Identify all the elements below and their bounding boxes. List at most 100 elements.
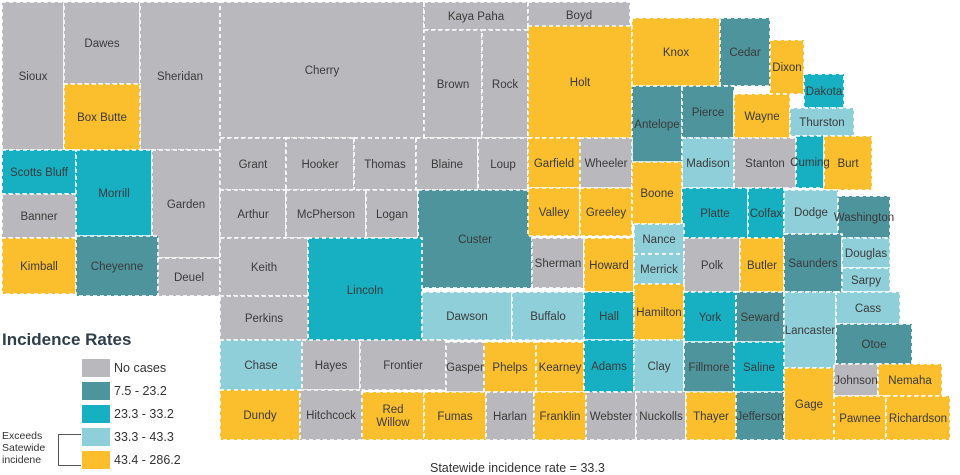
county-label: Logan: [376, 209, 408, 221]
county-label: Nance: [642, 234, 675, 246]
county-label: McPherson: [297, 209, 355, 221]
county-dakota: [803, 73, 845, 109]
county-jefferson: [735, 391, 785, 441]
county-label: Colfax: [750, 208, 783, 220]
county-boyd: [527, 1, 631, 29]
county-label: Sarpy: [851, 275, 881, 287]
county-label: Platte: [700, 208, 729, 220]
county-wayne: [733, 93, 791, 139]
county-cass: [835, 291, 901, 325]
county-label: Stanton: [745, 158, 785, 170]
county-thayer: [685, 391, 737, 441]
county-valley: [527, 187, 581, 237]
legend-item-class-4: 43.4 - 286.2: [82, 450, 181, 470]
county-phelps: [483, 341, 537, 393]
county-label: Jefferson: [736, 411, 783, 423]
legend-label: 7.5 - 23.2: [114, 384, 167, 398]
legend-label: No cases: [114, 361, 167, 375]
county-label: Greeley: [586, 207, 627, 219]
county-burt: [823, 135, 873, 191]
county-label: Thayer: [693, 411, 729, 423]
county-label: Box Butte: [77, 112, 127, 124]
county-label: Clay: [647, 361, 670, 373]
county-polk: [683, 237, 741, 293]
county-perkins: [219, 295, 309, 341]
county-label: Boyd: [566, 10, 592, 22]
county-keith: [219, 237, 309, 297]
county-label: Dawes: [84, 38, 119, 50]
legend-swatch: [82, 382, 110, 400]
county-cuming: [795, 135, 825, 189]
county-label: Rock: [492, 79, 518, 91]
county-greeley: [579, 187, 633, 237]
county-frontier: [359, 339, 447, 391]
county-label: Dodge: [794, 207, 828, 219]
county-hitchcock: [299, 389, 363, 441]
county-label: Buffalo: [530, 311, 566, 323]
legend-label: 33.3 - 43.3: [114, 430, 174, 444]
county-cedar: [719, 17, 771, 87]
county-label: York: [699, 312, 722, 324]
county-label: Keith: [251, 262, 277, 274]
county-webster: [585, 391, 637, 441]
county-fumas: [423, 391, 487, 441]
county-label: Cuming: [790, 157, 830, 169]
county-label: Johnson: [834, 375, 877, 387]
county-dawson: [421, 291, 513, 341]
county-clay: [633, 339, 685, 393]
county-sioux: [1, 1, 65, 151]
legend-swatch: [82, 428, 110, 446]
county-label: Loup: [490, 159, 516, 171]
county-scotts-bluff: [1, 149, 77, 195]
county-label: Nuckolls: [639, 411, 683, 423]
county-label: Harlan: [493, 411, 527, 423]
county-label: Sherman: [535, 258, 582, 270]
county-label: Saline: [743, 362, 775, 374]
county-label: Seward: [741, 312, 780, 324]
county-kearney: [535, 341, 585, 393]
county-brown: [423, 29, 483, 139]
county-knox: [631, 17, 721, 87]
county-hayes: [301, 339, 361, 391]
county-antelope: [631, 85, 683, 163]
county-label: Merrick: [640, 264, 678, 276]
legend-label: 23.3 - 33.2: [114, 407, 174, 421]
legend-item-class-2: 23.3 - 33.2: [82, 404, 174, 424]
county-label: Hitchcock: [306, 410, 356, 422]
county-nemaha: [877, 363, 943, 397]
county-label: Hayes: [315, 360, 348, 372]
county-label: Dixon: [772, 62, 801, 74]
county-label: Franklin: [540, 411, 581, 423]
county-label: Cass: [855, 303, 881, 315]
legend-item-no-cases: No cases: [82, 358, 166, 378]
county-label: Antelope: [634, 119, 679, 131]
county-label: Polk: [701, 260, 724, 272]
county-label: Washington: [834, 212, 894, 224]
county-label: Adams: [591, 361, 627, 373]
county-holt: [527, 25, 633, 139]
county-colfax: [747, 187, 785, 239]
legend-item-class-3: 33.3 - 43.3: [82, 427, 174, 447]
county-nuckolls: [635, 391, 687, 441]
county-franklin: [533, 391, 587, 441]
county-merrick: [633, 253, 685, 285]
county-label: Douglas: [845, 248, 887, 260]
county-label: Fumas: [437, 411, 472, 423]
county-label: Boone: [640, 188, 673, 200]
county-label: Webster: [590, 411, 633, 423]
legend-swatch: [82, 405, 110, 423]
county-lincoln: [307, 237, 423, 343]
statewide-rate-note: Statewide incidence rate = 33.3: [430, 461, 605, 475]
county-label: Cheyenne: [91, 261, 143, 273]
county-label: Madison: [686, 158, 729, 170]
county-label: Burt: [837, 158, 859, 170]
county-label: Perkins: [245, 313, 284, 325]
county-label: Thomas: [364, 159, 406, 171]
county-label: Brown: [437, 79, 470, 91]
county-red-willow: [361, 391, 425, 441]
county-cherry: [219, 1, 425, 139]
county-label: Butler: [747, 260, 777, 272]
county-labels: Sioux Dawes Sheridan Cherry Kaya Paha Boyd Box…: [10, 10, 947, 429]
county-label: Sioux: [19, 71, 48, 83]
